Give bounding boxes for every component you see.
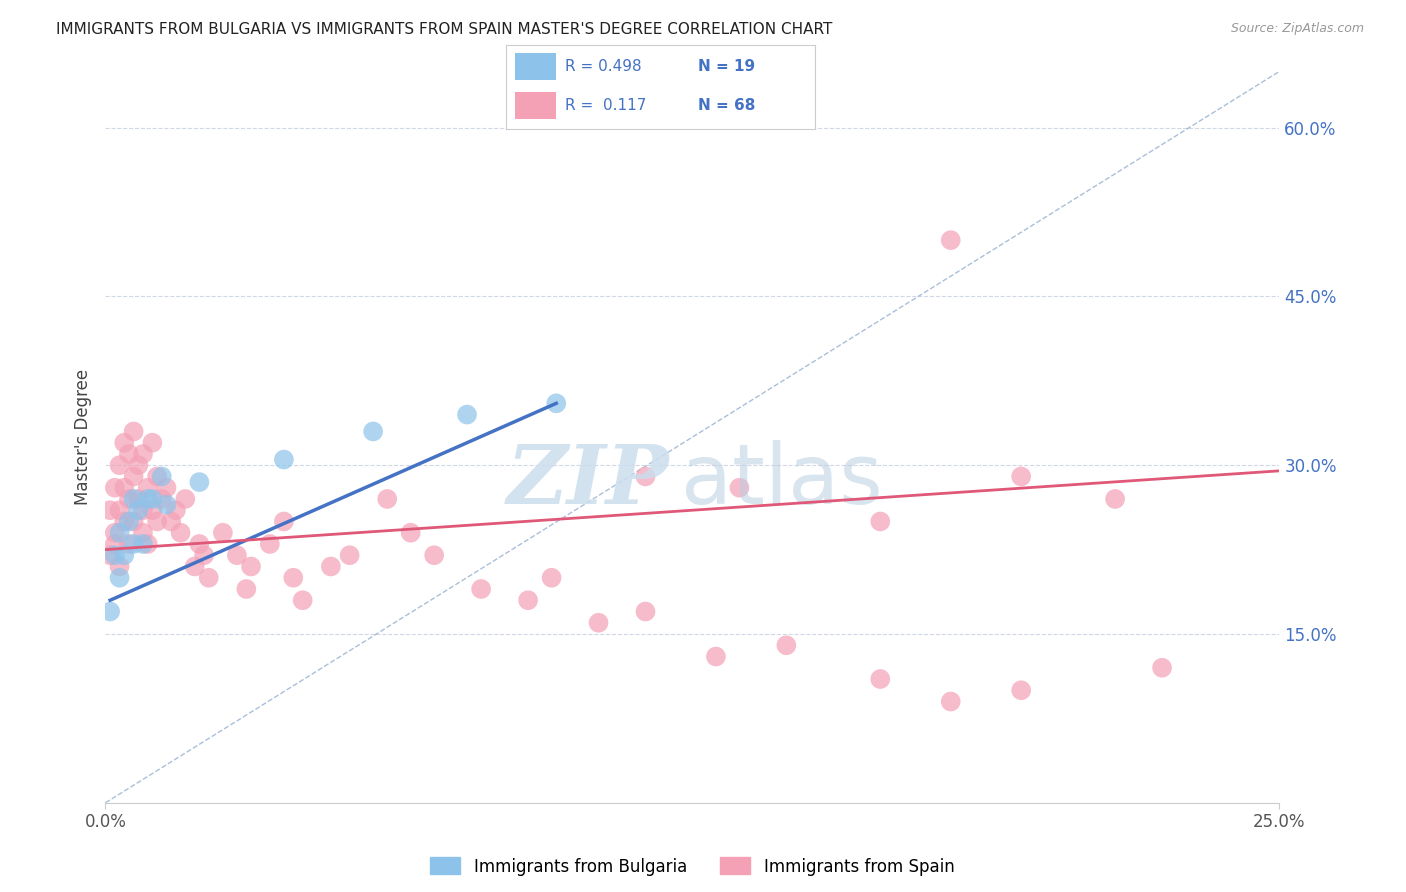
Point: [1104, 491, 1126, 506]
Point: [456, 408, 478, 422]
Point: [939, 233, 962, 247]
Point: [273, 515, 295, 529]
Point: [136, 537, 159, 551]
Point: [704, 649, 727, 664]
Text: atlas: atlas: [681, 441, 883, 522]
Point: [165, 503, 187, 517]
Point: [283, 571, 305, 585]
Point: [150, 469, 173, 483]
Point: [104, 525, 127, 540]
Point: [399, 525, 422, 540]
Point: [259, 537, 281, 551]
Point: [118, 447, 141, 461]
Point: [108, 458, 131, 473]
Point: [183, 559, 205, 574]
Point: [588, 615, 610, 630]
Point: [118, 515, 141, 529]
Point: [98, 503, 121, 517]
Point: [118, 537, 141, 551]
Point: [112, 435, 135, 450]
Point: [104, 548, 127, 562]
Point: [188, 475, 211, 489]
Point: [108, 559, 131, 574]
Point: [127, 458, 149, 473]
Point: [108, 571, 131, 585]
Text: ZIP: ZIP: [506, 441, 669, 521]
Point: [240, 559, 263, 574]
Text: Source: ZipAtlas.com: Source: ZipAtlas.com: [1230, 22, 1364, 36]
Y-axis label: Master's Degree: Master's Degree: [73, 369, 91, 505]
Point: [939, 694, 962, 708]
Text: IMMIGRANTS FROM BULGARIA VS IMMIGRANTS FROM SPAIN MASTER'S DEGREE CORRELATION CH: IMMIGRANTS FROM BULGARIA VS IMMIGRANTS F…: [56, 22, 832, 37]
Point: [375, 491, 398, 506]
Point: [273, 452, 295, 467]
Point: [775, 638, 797, 652]
Point: [470, 582, 492, 596]
Point: [150, 491, 173, 506]
Point: [291, 593, 314, 607]
Point: [540, 571, 562, 585]
Point: [155, 481, 177, 495]
Point: [122, 491, 145, 506]
Point: [869, 515, 891, 529]
Point: [132, 525, 155, 540]
Point: [226, 548, 249, 562]
Point: [127, 491, 149, 506]
Point: [132, 503, 155, 517]
Point: [141, 491, 163, 506]
Point: [634, 605, 657, 619]
Point: [728, 481, 751, 495]
Point: [108, 525, 131, 540]
Point: [1010, 683, 1032, 698]
Point: [361, 425, 384, 439]
Legend: Immigrants from Bulgaria, Immigrants from Spain: Immigrants from Bulgaria, Immigrants fro…: [423, 851, 962, 882]
Point: [197, 571, 219, 585]
Point: [112, 481, 135, 495]
Text: N = 68: N = 68: [697, 98, 755, 113]
Point: [188, 537, 211, 551]
Point: [112, 515, 135, 529]
Point: [423, 548, 446, 562]
Point: [339, 548, 361, 562]
Point: [193, 548, 215, 562]
Point: [146, 469, 169, 483]
Point: [104, 537, 127, 551]
Point: [122, 537, 145, 551]
Bar: [516, 92, 555, 120]
Point: [122, 469, 145, 483]
Point: [1010, 469, 1032, 483]
Point: [132, 537, 155, 551]
Point: [136, 481, 159, 495]
Point: [160, 515, 183, 529]
Point: [108, 503, 131, 517]
Point: [122, 515, 145, 529]
Point: [136, 491, 159, 506]
Text: R =  0.117: R = 0.117: [565, 98, 647, 113]
Point: [235, 582, 257, 596]
Point: [104, 481, 127, 495]
Point: [112, 548, 135, 562]
Bar: [516, 54, 555, 80]
Point: [118, 491, 141, 506]
Point: [1150, 661, 1173, 675]
Point: [869, 672, 891, 686]
Point: [98, 605, 121, 619]
Point: [169, 525, 191, 540]
Text: N = 19: N = 19: [697, 59, 755, 74]
Point: [546, 396, 568, 410]
Point: [127, 503, 149, 517]
Point: [174, 491, 197, 506]
Point: [211, 525, 233, 540]
Point: [122, 425, 145, 439]
Text: R = 0.498: R = 0.498: [565, 59, 641, 74]
Point: [146, 515, 169, 529]
Point: [517, 593, 540, 607]
Point: [141, 435, 163, 450]
Point: [634, 469, 657, 483]
Point: [141, 503, 163, 517]
Point: [132, 447, 155, 461]
Point: [98, 548, 121, 562]
Point: [155, 498, 177, 512]
Point: [319, 559, 342, 574]
